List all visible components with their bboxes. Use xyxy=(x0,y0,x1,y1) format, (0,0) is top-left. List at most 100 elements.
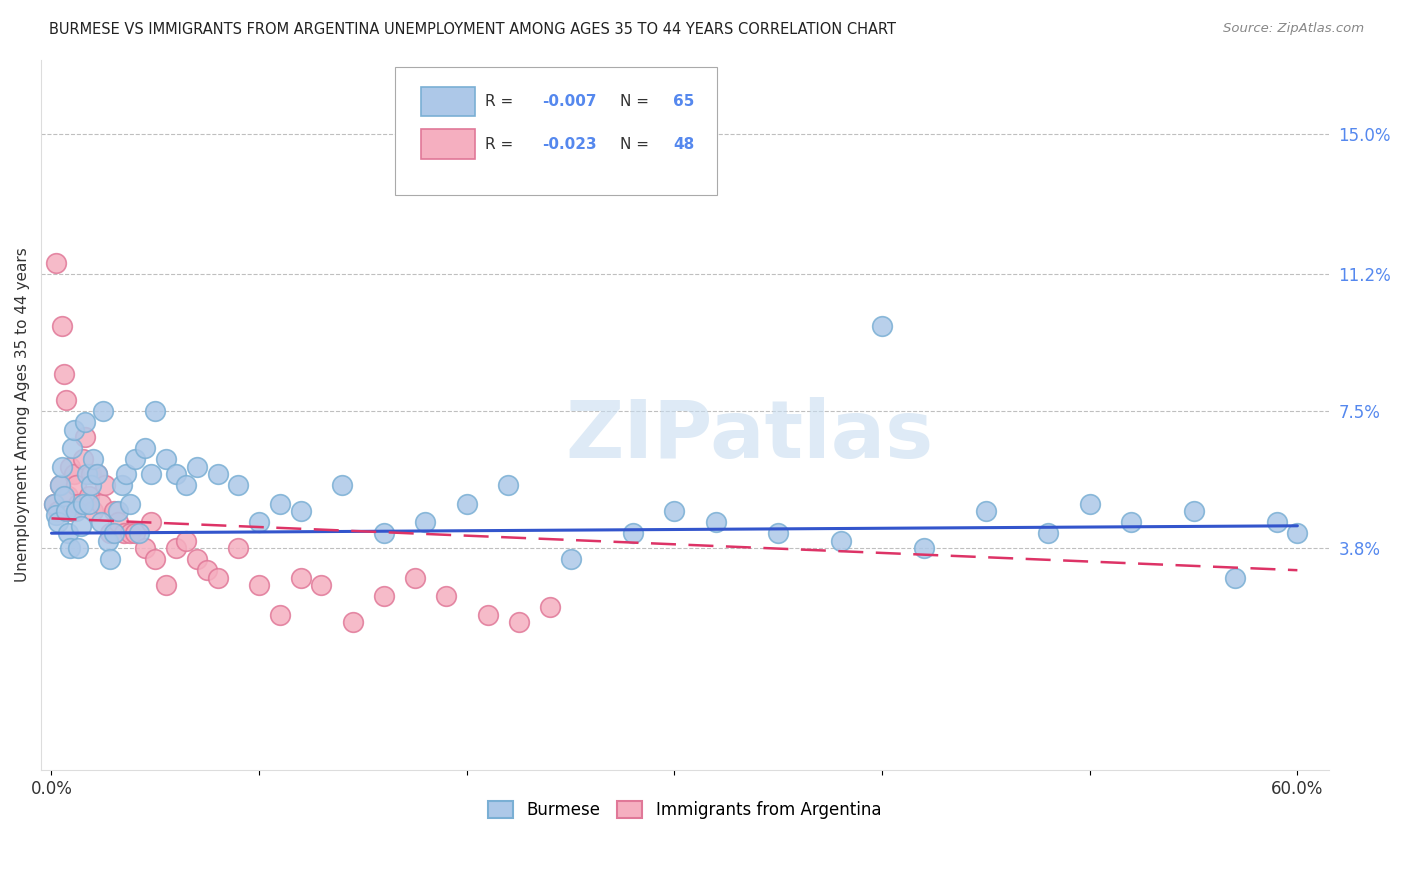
Text: -0.023: -0.023 xyxy=(541,136,596,152)
Point xyxy=(134,441,156,455)
Point xyxy=(90,515,112,529)
Point xyxy=(560,552,582,566)
Point xyxy=(1038,526,1060,541)
Point xyxy=(77,497,100,511)
Point xyxy=(342,615,364,629)
Point xyxy=(621,526,644,541)
Point xyxy=(60,504,83,518)
Point xyxy=(80,467,103,481)
Point xyxy=(373,526,395,541)
Point xyxy=(870,318,893,333)
Point xyxy=(228,478,250,492)
Text: 65: 65 xyxy=(673,94,695,109)
Point xyxy=(86,467,108,481)
Point xyxy=(498,478,520,492)
Point xyxy=(80,478,103,492)
Point xyxy=(290,504,312,518)
Point xyxy=(413,515,436,529)
Point xyxy=(49,478,72,492)
Point xyxy=(46,504,69,518)
Point xyxy=(165,467,187,481)
Point xyxy=(477,607,499,622)
Point xyxy=(65,504,87,518)
FancyBboxPatch shape xyxy=(420,87,475,117)
Point xyxy=(52,489,75,503)
Point xyxy=(72,497,94,511)
Text: Source: ZipAtlas.com: Source: ZipAtlas.com xyxy=(1223,22,1364,36)
Point xyxy=(768,526,790,541)
Point xyxy=(59,459,82,474)
Point xyxy=(77,489,100,503)
Point xyxy=(155,578,177,592)
Point xyxy=(195,563,218,577)
Point xyxy=(508,615,530,629)
Point xyxy=(42,497,65,511)
Point xyxy=(73,415,96,429)
Point xyxy=(974,504,997,518)
Point xyxy=(90,497,112,511)
Text: ZIPatlas: ZIPatlas xyxy=(565,397,934,475)
Text: N =: N = xyxy=(620,94,654,109)
Text: 48: 48 xyxy=(673,136,695,152)
Point xyxy=(60,441,83,455)
Text: BURMESE VS IMMIGRANTS FROM ARGENTINA UNEMPLOYMENT AMONG AGES 35 TO 44 YEARS CORR: BURMESE VS IMMIGRANTS FROM ARGENTINA UNE… xyxy=(49,22,896,37)
Point xyxy=(93,404,115,418)
Point xyxy=(56,489,79,503)
Point xyxy=(247,515,270,529)
Point xyxy=(228,541,250,555)
Point xyxy=(165,541,187,555)
Point xyxy=(176,533,198,548)
Point xyxy=(207,571,229,585)
Legend: Burmese, Immigrants from Argentina: Burmese, Immigrants from Argentina xyxy=(482,794,889,826)
Point xyxy=(186,552,208,566)
Point xyxy=(112,526,135,541)
Point xyxy=(96,533,118,548)
Text: R =: R = xyxy=(485,94,519,109)
Point xyxy=(52,367,75,381)
Point xyxy=(538,600,561,615)
Point xyxy=(330,478,353,492)
Point xyxy=(45,508,67,522)
FancyBboxPatch shape xyxy=(395,67,717,194)
Point xyxy=(59,541,82,555)
Point xyxy=(111,478,134,492)
FancyBboxPatch shape xyxy=(420,129,475,159)
Point xyxy=(107,515,129,529)
Point xyxy=(141,467,163,481)
Point xyxy=(143,404,166,418)
Point xyxy=(63,423,86,437)
Point xyxy=(73,430,96,444)
Point xyxy=(1121,515,1143,529)
Text: N =: N = xyxy=(620,136,654,152)
Point xyxy=(63,467,86,481)
Point xyxy=(134,541,156,555)
Point xyxy=(1078,497,1101,511)
Point xyxy=(67,497,90,511)
Point xyxy=(51,459,73,474)
Point xyxy=(124,452,146,467)
Point xyxy=(42,497,65,511)
Point xyxy=(1265,515,1288,529)
Point xyxy=(98,552,121,566)
Point xyxy=(155,452,177,467)
Point xyxy=(830,533,852,548)
Point xyxy=(269,497,291,511)
Point xyxy=(56,526,79,541)
Point xyxy=(120,526,142,541)
Point xyxy=(912,541,935,555)
Point xyxy=(69,518,91,533)
Point xyxy=(373,589,395,603)
Point xyxy=(94,478,117,492)
Point xyxy=(176,478,198,492)
Point xyxy=(141,515,163,529)
Point xyxy=(49,478,72,492)
Point xyxy=(67,541,90,555)
Point xyxy=(115,467,138,481)
Point xyxy=(247,578,270,592)
Point xyxy=(143,552,166,566)
Point xyxy=(1223,571,1246,585)
Point xyxy=(124,526,146,541)
Point xyxy=(664,504,686,518)
Point xyxy=(86,467,108,481)
Text: R =: R = xyxy=(485,136,519,152)
